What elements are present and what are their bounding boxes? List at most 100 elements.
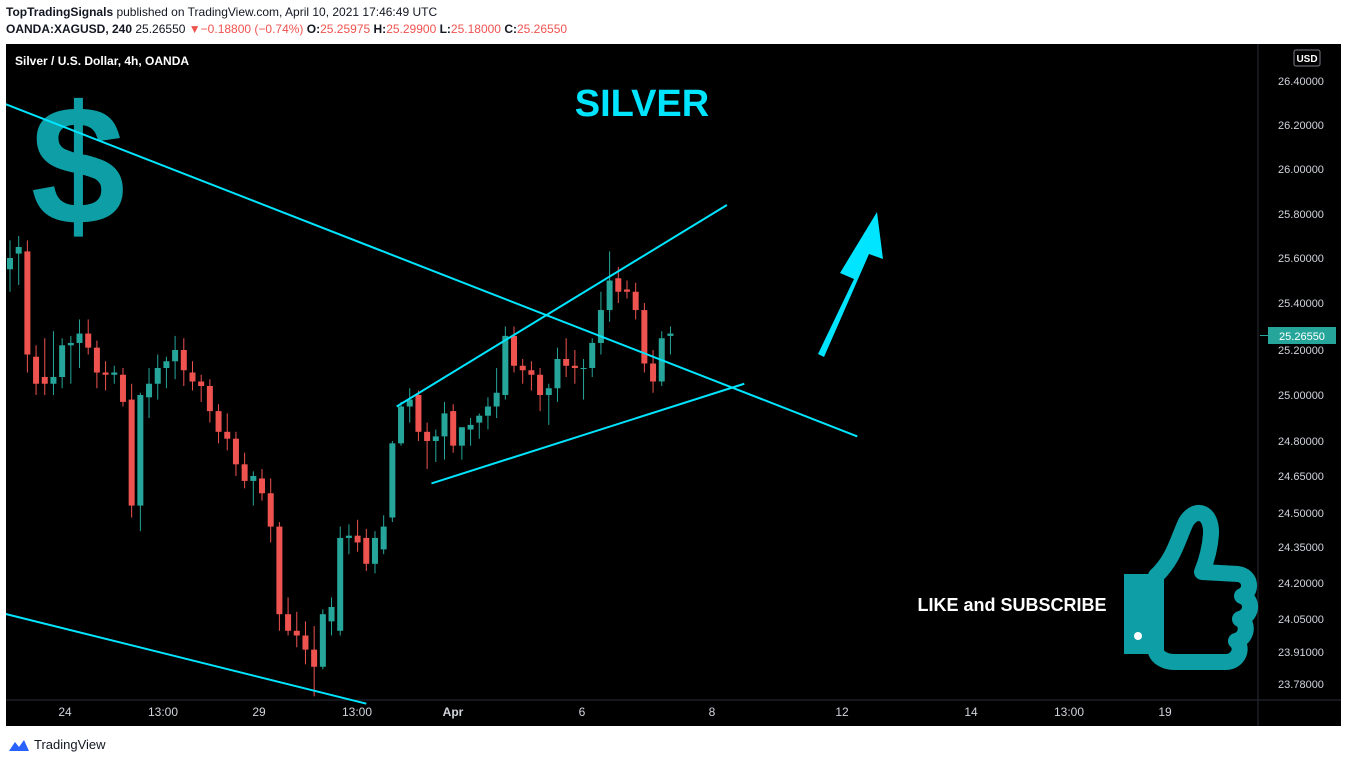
time-tick-label: 24 bbox=[58, 705, 72, 719]
candle-body bbox=[319, 614, 326, 667]
candle bbox=[484, 397, 491, 430]
candle bbox=[641, 303, 648, 373]
candle bbox=[285, 597, 292, 636]
candle bbox=[224, 413, 231, 451]
candle bbox=[502, 326, 509, 400]
candle-body bbox=[519, 365, 526, 371]
price-tick-label: 25.40000 bbox=[1278, 298, 1324, 310]
candle-body bbox=[415, 395, 422, 432]
candle-body bbox=[571, 365, 578, 368]
candle bbox=[163, 356, 170, 389]
tradingview-logo-icon bbox=[9, 739, 29, 751]
tradingview-brand-label: TradingView bbox=[34, 737, 106, 752]
candle bbox=[76, 319, 83, 368]
trendlines-group bbox=[6, 101, 858, 705]
price-tick-label: 24.50000 bbox=[1278, 508, 1324, 520]
tradingview-brand[interactable]: TradingView bbox=[8, 737, 106, 752]
candle-body bbox=[276, 526, 283, 615]
up-arrow-icon bbox=[818, 212, 883, 357]
candle bbox=[458, 427, 465, 460]
candle bbox=[571, 350, 578, 384]
candle-body bbox=[293, 630, 300, 636]
candle bbox=[7, 240, 13, 292]
candle-body bbox=[623, 289, 630, 292]
symbol-label: OANDA:XAGUSD, 240 bbox=[6, 22, 133, 36]
candle bbox=[111, 365, 118, 384]
candle-body bbox=[641, 310, 648, 364]
candle-body bbox=[206, 386, 213, 412]
candle-body bbox=[154, 368, 161, 384]
time-tick-label: 13:00 bbox=[1054, 705, 1084, 719]
candle bbox=[33, 345, 40, 395]
price-tick-label: 25.80000 bbox=[1278, 209, 1324, 221]
candle bbox=[102, 361, 109, 391]
candle bbox=[563, 338, 570, 377]
candle-body bbox=[259, 478, 266, 494]
price-tick-label: 24.65000 bbox=[1278, 471, 1324, 483]
candle bbox=[119, 368, 126, 407]
candle bbox=[432, 429, 439, 462]
candle-body bbox=[424, 431, 431, 441]
change-arrow-icon: ▼ bbox=[188, 22, 201, 36]
time-tick-label: 6 bbox=[579, 705, 586, 719]
trendline-wedge-upper[interactable] bbox=[396, 204, 728, 408]
last-price-badge bbox=[1268, 327, 1336, 344]
candle-body bbox=[493, 392, 500, 407]
price-tick-label: 24.20000 bbox=[1278, 578, 1324, 590]
candle-body bbox=[250, 476, 257, 481]
candle bbox=[93, 340, 100, 389]
candle-body bbox=[24, 251, 31, 355]
candle-body bbox=[50, 377, 57, 384]
candle-body bbox=[224, 431, 231, 439]
candle-body bbox=[398, 406, 405, 444]
last-price-badge-label: 25.26550 bbox=[1279, 331, 1325, 343]
candle-body bbox=[580, 368, 587, 369]
candle bbox=[311, 626, 318, 697]
candle bbox=[189, 361, 196, 391]
time-tick-label: 29 bbox=[252, 705, 266, 719]
candle bbox=[154, 354, 161, 400]
price-axis[interactable]: 26.40000 26.20000 26.00000 25.80000 25.60000… bbox=[1278, 76, 1324, 691]
publisher-name[interactable]: TopTradingSignals bbox=[6, 5, 114, 19]
candle bbox=[537, 368, 544, 412]
price-tick-label: 23.78000 bbox=[1278, 679, 1324, 691]
candle-body bbox=[432, 436, 439, 441]
candle-body bbox=[615, 278, 622, 292]
candle bbox=[15, 236, 22, 285]
chart-area[interactable]: Silver / U.S. Dollar, 4h, OANDA USD $ SI… bbox=[6, 44, 1341, 726]
candle-body bbox=[41, 377, 48, 384]
candle bbox=[528, 361, 535, 391]
candle-body bbox=[467, 424, 474, 430]
candle bbox=[415, 390, 422, 441]
candle bbox=[180, 338, 187, 386]
candle bbox=[41, 338, 48, 395]
trendline-wedge-lower[interactable] bbox=[431, 382, 745, 485]
candle-body bbox=[33, 356, 40, 384]
candle-body bbox=[328, 607, 335, 622]
candle bbox=[493, 368, 500, 418]
price-tick-label: 25.60000 bbox=[1278, 253, 1324, 265]
candle-body bbox=[137, 395, 144, 506]
price-tick-label: 26.40000 bbox=[1278, 76, 1324, 88]
currency-badge[interactable] bbox=[1293, 49, 1321, 67]
trendline-lower-channel[interactable] bbox=[6, 612, 367, 705]
trendline-long-downtrend[interactable] bbox=[6, 101, 858, 438]
candle bbox=[24, 240, 31, 373]
time-tick-label: 12 bbox=[835, 705, 849, 719]
candle-body bbox=[597, 310, 604, 343]
time-axis[interactable]: 24 13:00 29 13:00 Apr 6 8 12 14 13:00 19 bbox=[58, 705, 1172, 719]
candle bbox=[128, 383, 135, 518]
price-chart[interactable]: Silver / U.S. Dollar, 4h, OANDA USD $ SI… bbox=[6, 44, 1341, 726]
candle-body bbox=[458, 427, 465, 446]
candle bbox=[276, 522, 283, 631]
close-value: 25.26550 bbox=[517, 22, 568, 36]
price-tick-label: 26.00000 bbox=[1278, 164, 1324, 176]
open-value: 25.25975 bbox=[320, 22, 371, 36]
candle bbox=[67, 335, 74, 384]
candle bbox=[172, 335, 179, 380]
change-value: −0.18800 (−0.74%) bbox=[200, 22, 304, 36]
chart-header: TopTradingSignals published on TradingVi… bbox=[0, 0, 1348, 44]
candle-body bbox=[650, 363, 657, 382]
candle bbox=[259, 469, 266, 501]
time-tick-label: 14 bbox=[964, 705, 978, 719]
